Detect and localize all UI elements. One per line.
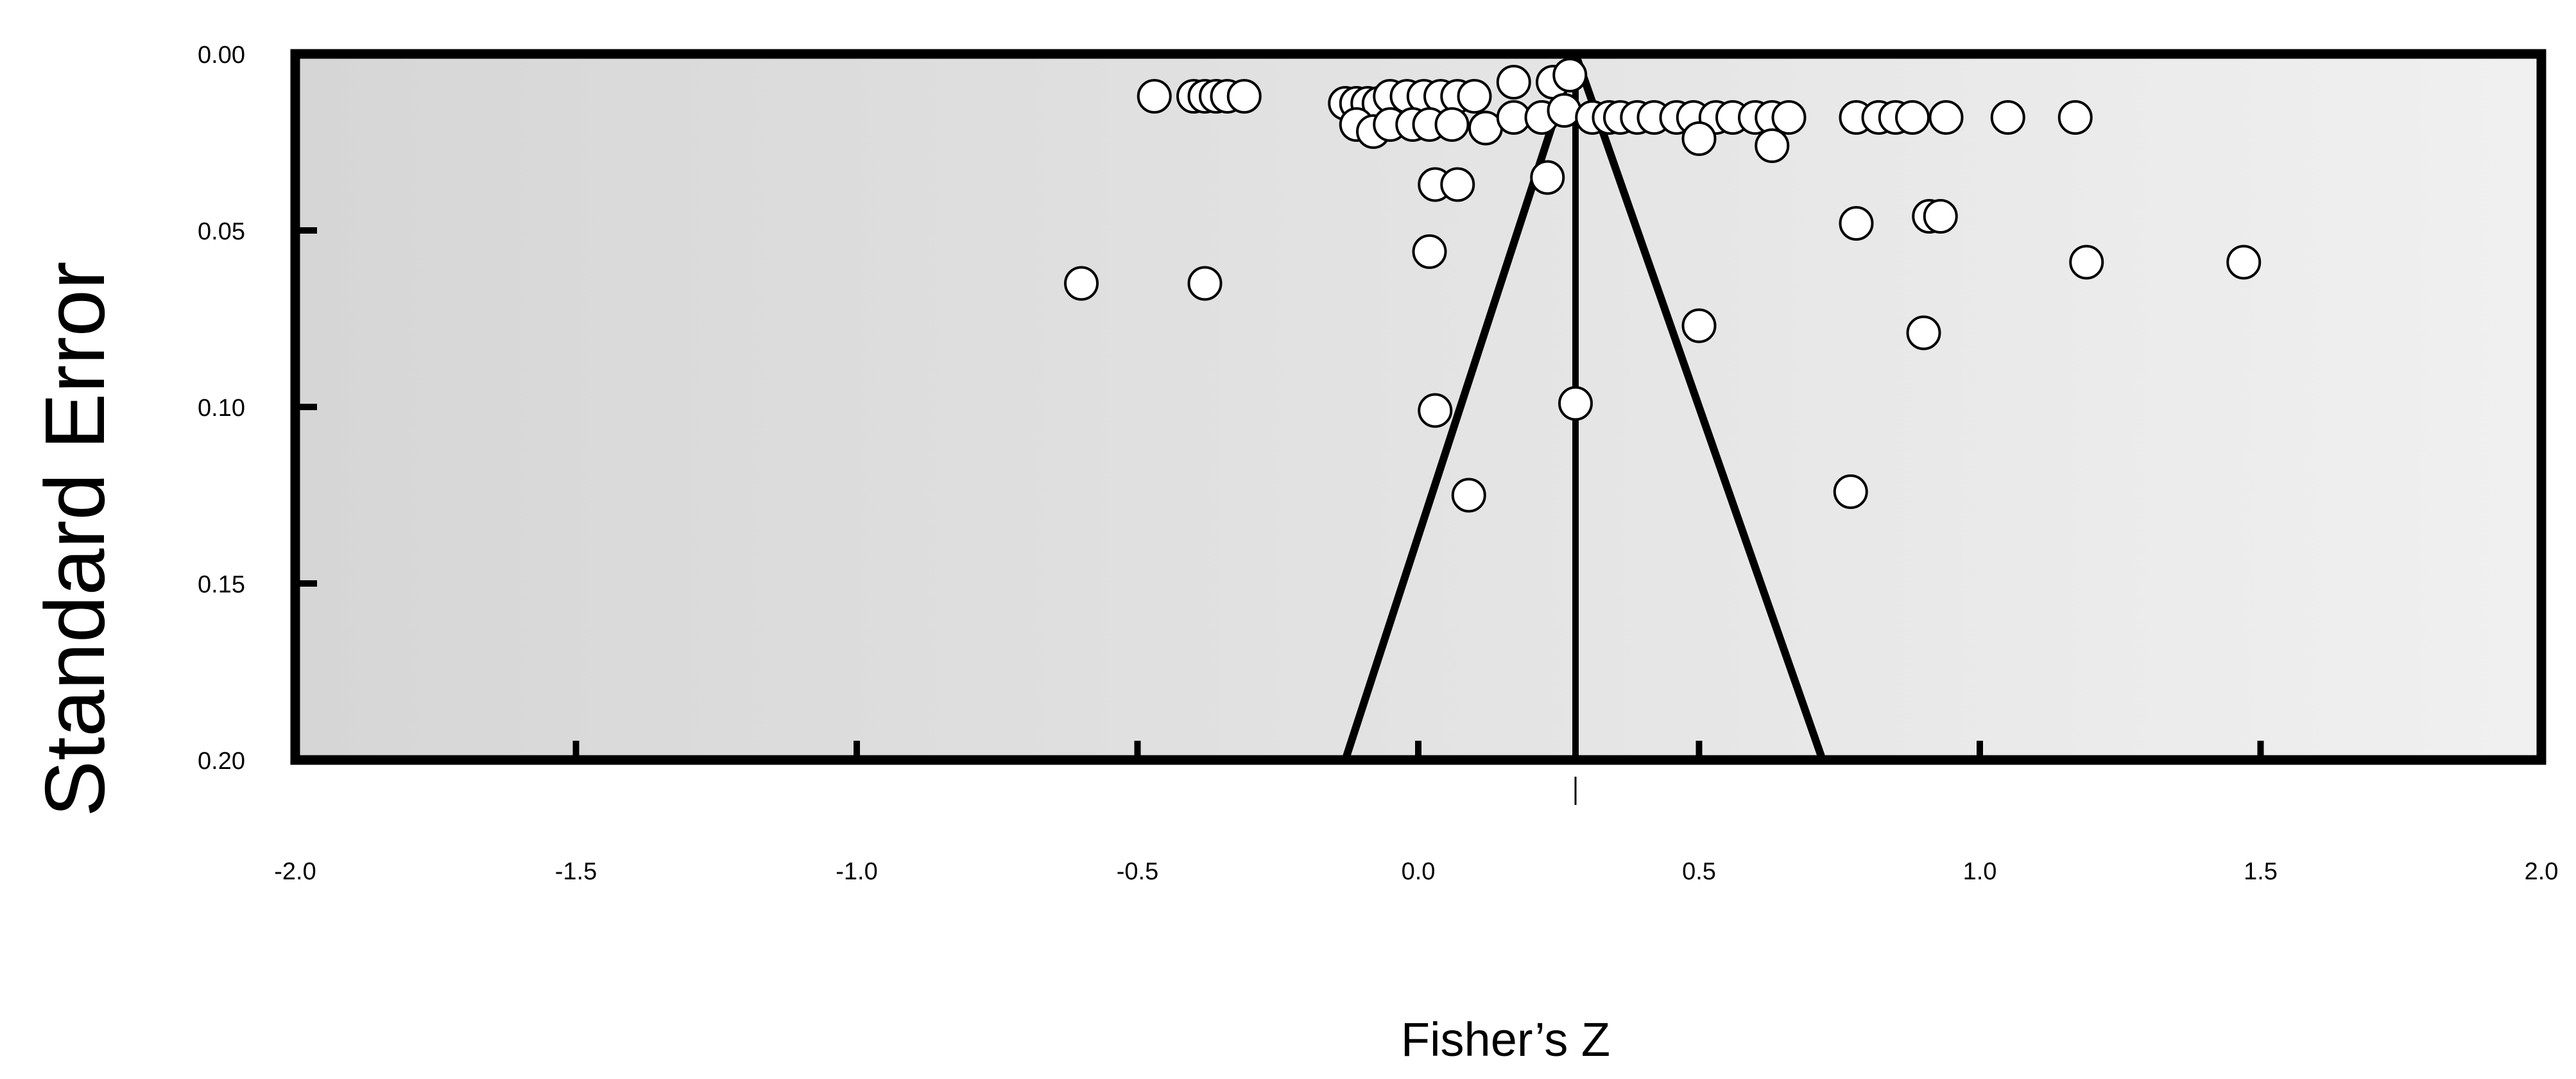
x-tick-label: 1.0	[1963, 858, 1997, 885]
data-point	[1681, 121, 1717, 156]
data-point	[2057, 100, 2093, 135]
data-point	[1418, 393, 1453, 428]
data-point	[1440, 167, 1475, 202]
x-axis: -2.0 -1.5 -1.0 -0.5 0.0 0.5 1.0 1.5 2.0	[274, 741, 2558, 885]
x-tick-label: 2.0	[2525, 858, 2559, 885]
y-tick-label: 0.10	[198, 395, 245, 422]
y-tick-label: 0.20	[198, 748, 245, 775]
data-point	[1681, 308, 1717, 343]
data-point	[1137, 79, 1172, 114]
data-point	[1496, 65, 1531, 99]
y-tick-label: 0.00	[198, 42, 245, 69]
y-tick-label: 0.15	[198, 571, 245, 598]
y-tick-label: 0.05	[198, 218, 245, 245]
data-point	[1457, 79, 1492, 114]
y-axis-title: Standard Error	[28, 261, 122, 817]
data-point	[1547, 93, 1582, 128]
x-tick-label: -1.0	[836, 858, 877, 885]
data-point	[1895, 100, 1930, 135]
data-point	[1906, 315, 1941, 350]
data-point	[2069, 245, 2104, 280]
data-point	[1839, 206, 1874, 241]
data-point	[1187, 266, 1223, 301]
data-point	[1923, 199, 1958, 234]
data-point	[1755, 128, 1790, 163]
x-tick-label: 0.0	[1402, 858, 1436, 885]
data-point	[1451, 478, 1486, 513]
x-tick-label: -1.5	[555, 858, 597, 885]
data-point	[1771, 100, 1807, 135]
data-point	[1064, 266, 1099, 301]
data-point	[1552, 58, 1588, 92]
x-tick-label: -2.0	[274, 858, 316, 885]
x-axis-title: Fisher’s Z	[1401, 1013, 1610, 1066]
funnel-right-line	[1572, 53, 1826, 761]
x-tick-label: -0.5	[1117, 858, 1158, 885]
data-point	[1833, 474, 1868, 509]
y-axis: 0.00 0.05 0.10 0.15 0.20	[198, 42, 317, 775]
data-point	[1434, 107, 1470, 142]
data-point	[1928, 100, 1964, 135]
data-point	[1412, 234, 1447, 269]
x-tick-label: 1.5	[2244, 858, 2278, 885]
data-point	[2226, 245, 2262, 280]
data-points	[1064, 58, 2262, 513]
data-point	[1226, 79, 1262, 114]
data-point	[1530, 160, 1565, 195]
data-point	[1558, 386, 1593, 421]
x-tick-label: 0.5	[1682, 858, 1716, 885]
data-point	[1990, 100, 2025, 135]
